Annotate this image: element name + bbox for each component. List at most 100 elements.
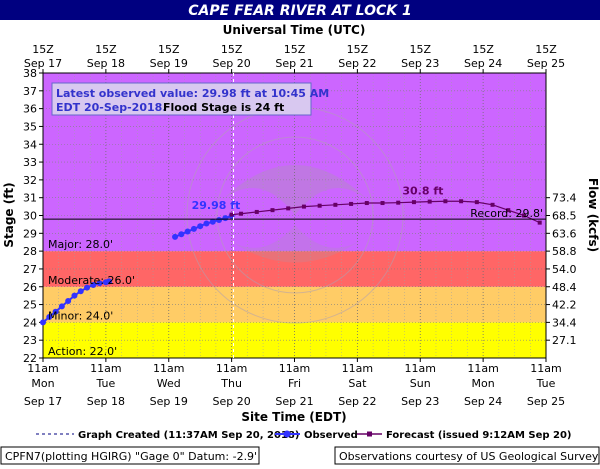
- top-tick-date: Sep 23: [401, 57, 439, 70]
- top-tick-time: 15Z: [284, 43, 306, 56]
- forecast-point: [474, 200, 479, 205]
- flow-tick-label: 68.5: [552, 210, 577, 223]
- x-tick-day: Tue: [536, 377, 556, 390]
- forecast-point: [254, 209, 259, 214]
- x-tick-time: 11am: [153, 362, 184, 375]
- forecast-point: [333, 202, 338, 207]
- x-tick-time: 11am: [467, 362, 498, 375]
- y-tick-label: 33: [23, 156, 37, 169]
- y-tick-label: 34: [23, 138, 37, 151]
- observed-point: [65, 298, 72, 304]
- forecast-point: [506, 208, 511, 213]
- forecast-point: [380, 201, 385, 206]
- noaa-watermark: [186, 106, 404, 324]
- flood-label-major: Major: 28.0': [48, 238, 113, 251]
- latest-observed-line1: Latest observed value: 29.98 ft at 10:45…: [56, 87, 329, 100]
- forecast-point: [427, 199, 432, 204]
- forecast-point: [443, 199, 448, 204]
- top-tick-date: Sep 18: [87, 57, 125, 70]
- observed-point: [77, 288, 84, 295]
- x-tick-day: Sat: [348, 377, 367, 390]
- top-tick-date: Sep 21: [275, 57, 313, 70]
- y-axis-title: Stage (ft): [2, 182, 16, 247]
- forecast-point: [537, 220, 542, 225]
- top-tick-time: 15Z: [409, 43, 431, 56]
- y-tick-label: 31: [23, 192, 37, 205]
- x-tick-date: Sep 21: [275, 395, 313, 408]
- latest-observed-line2: EDT 20-Sep-2018.: [56, 101, 166, 114]
- x-tick-date: Sep 19: [150, 395, 188, 408]
- x-tick-day: Wed: [157, 377, 181, 390]
- legend-forecast-marker: [367, 431, 372, 437]
- observed-value-label: 29.98 ft: [192, 199, 241, 212]
- x-tick-day: Sun: [410, 377, 431, 390]
- y-tick-label: 25: [23, 299, 37, 312]
- flood-stage-text: Flood Stage is 24 ft: [163, 101, 284, 114]
- observed-point: [216, 216, 223, 223]
- forecast-point: [411, 200, 416, 205]
- flood-label-moderate: Moderate: 26.0': [48, 274, 135, 287]
- forecast-point: [364, 201, 369, 206]
- x-tick-day: Thu: [220, 377, 242, 390]
- flow-tick-label: 58.8: [552, 245, 577, 258]
- y-tick-label: 32: [23, 174, 37, 187]
- y-tick-label: 30: [23, 210, 37, 223]
- forecast-point: [521, 213, 526, 218]
- flow-axis-title: Flow (kcfs): [586, 178, 600, 252]
- top-tick-time: 15Z: [221, 43, 243, 56]
- annotations-layer: Action: 22.0' Minor: 24.0' Moderate: 26.0'…: [43, 73, 546, 358]
- forecast-point: [459, 199, 464, 204]
- top-tick-time: 15Z: [158, 43, 180, 56]
- x-tick-time: 11am: [405, 362, 436, 375]
- legend-graph-created-label: Graph Created (11:37AM Sep 20, 2018): [78, 430, 299, 441]
- flow-tick-label: 73.4: [552, 192, 577, 205]
- y-tick-label: 36: [23, 103, 37, 116]
- y-tick-label: 26: [23, 281, 37, 294]
- top-tick-time: 15Z: [472, 43, 494, 56]
- x-tick-date: Sep 25: [527, 395, 565, 408]
- y-tick-label: 29: [23, 227, 37, 240]
- x-axis-title: Site Time (EDT): [241, 410, 346, 424]
- flow-tick-label: 48.4: [552, 281, 577, 294]
- observed-point: [203, 220, 210, 227]
- observed-point: [197, 223, 204, 230]
- observed-point: [52, 308, 59, 315]
- y-tick-label: 38: [23, 67, 37, 80]
- chart-title: CAPE FEAR RIVER AT LOCK 1: [188, 3, 411, 19]
- observed-point: [40, 319, 46, 326]
- top-tick-date: Sep 17: [24, 57, 62, 70]
- top-tick-date: Sep 20: [213, 57, 251, 70]
- flood-label-action: Action: 22.0': [48, 345, 117, 358]
- observed-point: [178, 231, 185, 238]
- forecast-point: [396, 200, 401, 205]
- footer-left-box: [0, 446, 260, 465]
- x-tick-time: 11am: [279, 362, 310, 375]
- flood-label-minor: Minor: 24.0': [48, 309, 113, 322]
- x-tick-date: Sep 18: [87, 395, 125, 408]
- x-tick-date: Sep 17: [24, 395, 62, 408]
- legend: Graph Created (11:37AM Sep 20, 2018) Obs…: [36, 430, 572, 441]
- forecast-point: [239, 211, 244, 216]
- y-tick-label: 24: [23, 316, 37, 329]
- observed-point: [90, 281, 97, 288]
- record-label: Record: 29.8': [470, 207, 543, 220]
- x-tick-time: 11am: [530, 362, 561, 375]
- top-tick-time: 15Z: [32, 43, 54, 56]
- flow-tick-label: 42.2: [552, 299, 577, 312]
- flow-tick-label: 63.6: [552, 227, 577, 240]
- top-axis-label: Universal Time (UTC): [223, 23, 366, 37]
- forecast-point: [270, 208, 275, 213]
- axes: 22 23 24 25 26 27 28 29 30 31 32 33 34 35 36 37 38 11am Mo…: [23, 43, 577, 408]
- x-tick-date: Sep 23: [401, 395, 439, 408]
- x-tick-time: 11am: [216, 362, 247, 375]
- x-tick-day: Mon: [472, 377, 495, 390]
- flow-tick-label: 34.4: [552, 316, 577, 329]
- x-tick-day: Tue: [95, 377, 115, 390]
- forecast-point: [490, 202, 495, 207]
- observed-point: [222, 215, 229, 222]
- footer-right-box: [334, 446, 600, 465]
- observed-point: [172, 233, 179, 240]
- forecast-peak-label: 30.8 ft: [402, 184, 443, 197]
